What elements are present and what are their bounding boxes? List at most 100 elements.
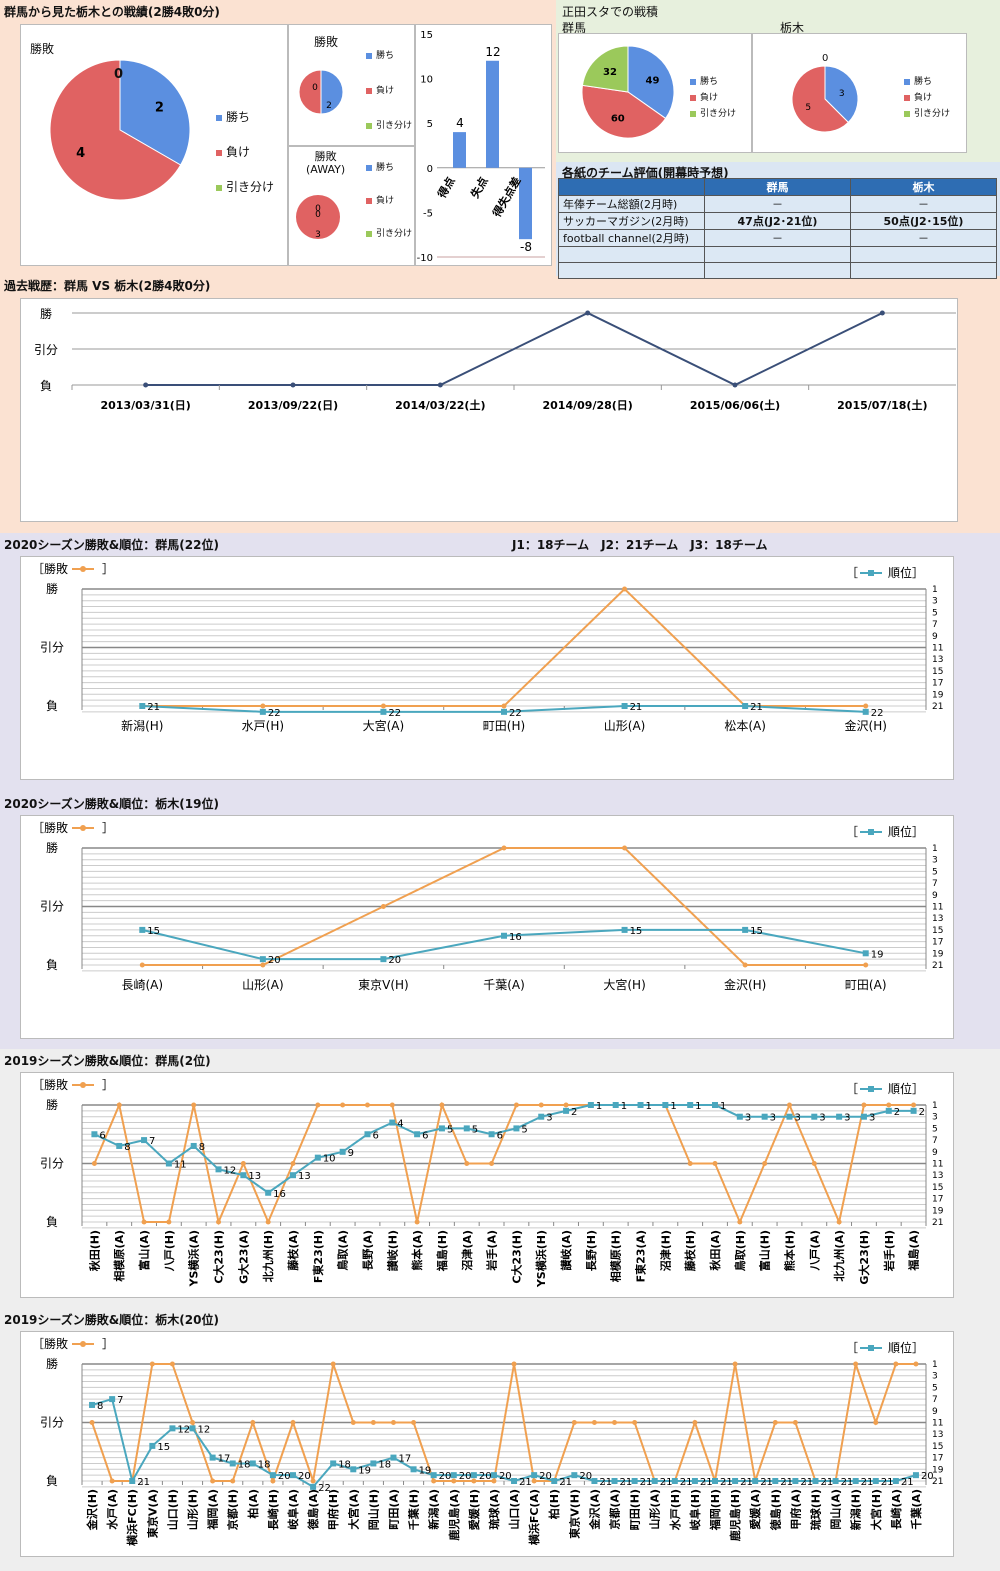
rank-label: 22	[871, 708, 884, 719]
result-point	[513, 1102, 519, 1108]
history-x-label: 2014/03/22(土)	[395, 398, 485, 412]
rank-label: 1	[621, 1101, 627, 1112]
pie-label: 5	[805, 103, 811, 113]
rank-label: 19	[419, 1465, 432, 1476]
legend-swatch	[216, 149, 222, 156]
rank-label: 21	[820, 1477, 833, 1488]
chart1-panel	[20, 556, 954, 780]
x-category: 京都(A)	[608, 1489, 622, 1530]
rank-label: 15	[630, 926, 643, 937]
rank-point	[169, 1425, 176, 1432]
rank-tick: 1	[932, 1101, 938, 1111]
result-point	[491, 1478, 497, 1484]
pie-label: 3	[315, 230, 321, 240]
result-point	[350, 1420, 356, 1425]
x-category: 藤枝(H)	[683, 1230, 697, 1271]
bar-value: 4	[456, 116, 464, 130]
h2h-bar-panel	[415, 24, 552, 266]
rank-label: 21	[780, 1477, 793, 1488]
result-point	[414, 1219, 420, 1225]
result-point	[370, 1420, 376, 1425]
history-x-label: 2013/09/22(日)	[248, 399, 338, 412]
x-category: 鹿児島(A)	[447, 1489, 461, 1541]
pie-label: 2	[155, 100, 164, 115]
legend-label: 引き分け	[376, 121, 413, 131]
chart3-title: 2019シーズン勝敗&順位：群馬(2位)	[4, 1054, 211, 1068]
rank-point	[860, 1113, 867, 1120]
history-title: 過去戦歴：群馬 VS 栃木(2勝4敗0分)	[4, 279, 211, 293]
chart2-panel	[20, 815, 954, 1039]
rank-point	[742, 703, 749, 709]
rank-label: 21	[680, 1477, 693, 1488]
rank-label: 17	[398, 1454, 411, 1465]
rank-point	[691, 1478, 698, 1484]
rank-point	[265, 1189, 272, 1196]
result-point	[451, 1478, 457, 1484]
x-category: 金沢(H)	[85, 1489, 99, 1531]
rank-label: 21	[700, 1477, 713, 1488]
rank-label: 21	[147, 702, 160, 713]
rank-point	[792, 1478, 799, 1484]
x-category: 琉球(A)	[487, 1489, 501, 1530]
result-point	[230, 1478, 236, 1484]
legend-label: 負け	[376, 86, 395, 96]
rank-point	[852, 1478, 859, 1484]
result-point	[216, 1219, 222, 1225]
history-y-label: 引分	[34, 343, 58, 357]
rank-label: 21	[559, 1477, 572, 1488]
x-category: 富山(H)	[758, 1230, 772, 1271]
x-category: 岡山(H)	[366, 1489, 380, 1530]
chart3-panel	[20, 1072, 954, 1298]
rank-label: 3	[794, 1113, 800, 1124]
rank-label: 20	[499, 1471, 512, 1482]
x-category: 熊本(H)	[782, 1230, 796, 1271]
rank-point	[290, 1472, 296, 1479]
pie-total-title: 勝敗	[30, 42, 55, 56]
result-point	[489, 1161, 495, 1166]
result-point	[389, 1102, 395, 1108]
result-point	[712, 1161, 718, 1166]
x-category: 千葉(A)	[909, 1489, 923, 1530]
pie-total-chart: 24	[49, 59, 191, 201]
legend-rank-start: ［	[846, 825, 858, 839]
bar-y-tick: 15	[420, 30, 433, 41]
rank-point	[414, 1131, 421, 1138]
rank-tick: 5	[932, 608, 938, 618]
result-y-label: 勝	[46, 581, 58, 596]
rank-point	[511, 1478, 518, 1484]
rank-point	[812, 1478, 819, 1484]
rank-point	[290, 1172, 296, 1179]
result-point	[893, 1361, 899, 1367]
result-point	[439, 1102, 445, 1108]
x-category: 町田(H)	[483, 719, 525, 733]
result-point	[364, 1102, 370, 1108]
result-point	[692, 1420, 698, 1425]
x-category: 山形(A)	[648, 1489, 662, 1530]
rank-point	[470, 1472, 477, 1479]
rank-point	[89, 1401, 96, 1408]
rank-label: 3	[770, 1113, 776, 1124]
x-category: 岩手(H)	[882, 1230, 896, 1272]
rank-point	[761, 1113, 768, 1120]
x-category: 岡山(A)	[829, 1489, 843, 1530]
result-y-label: 引分	[40, 900, 64, 914]
result-point	[340, 1102, 346, 1108]
rank-tick: 9	[932, 1148, 938, 1158]
legend-swatch	[904, 94, 910, 101]
result-point	[149, 1361, 155, 1367]
rank-point	[215, 1166, 222, 1173]
pie-label: 49	[646, 75, 660, 86]
pie-label: 3	[839, 89, 845, 99]
eval-cell: －	[850, 195, 997, 213]
pie-away-legend: 勝ち 負け 引き分け	[366, 160, 412, 259]
history-panel	[20, 298, 958, 522]
pie-total-zero-label: 0	[114, 67, 124, 82]
x-category: 横浜FC(H)	[125, 1489, 139, 1546]
eval-title: 各紙のチーム評価(開幕時予想)	[562, 166, 729, 180]
rank-label: 21	[599, 1477, 612, 1488]
rank-label: 15	[750, 926, 763, 937]
pie-slice	[824, 65, 859, 124]
x-category: 徳島(H)	[768, 1489, 782, 1531]
rank-point	[269, 1472, 276, 1479]
